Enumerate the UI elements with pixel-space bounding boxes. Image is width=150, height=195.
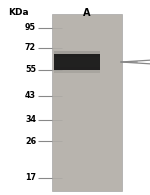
Text: 72: 72 <box>25 43 36 52</box>
Bar <box>54 54 100 70</box>
Text: A: A <box>83 8 91 18</box>
Text: 26: 26 <box>25 136 36 145</box>
Text: 95: 95 <box>25 24 36 33</box>
Text: KDa: KDa <box>8 8 28 17</box>
Text: 43: 43 <box>25 91 36 100</box>
Bar <box>54 51 100 57</box>
Bar <box>54 67 100 73</box>
Text: 17: 17 <box>25 174 36 183</box>
Bar <box>52 14 122 191</box>
Text: 34: 34 <box>25 115 36 124</box>
Text: 55: 55 <box>25 66 36 74</box>
